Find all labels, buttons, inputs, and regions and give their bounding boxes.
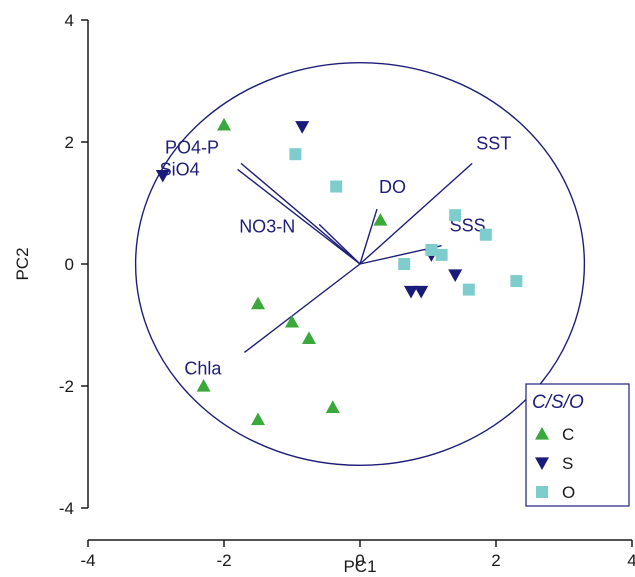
legend-marker-s (535, 457, 549, 470)
vector-label: DO (379, 177, 406, 197)
point-c (217, 117, 231, 131)
vector-label: PO4-P (165, 137, 219, 157)
y-tick-label: 0 (65, 255, 74, 274)
point-c (196, 379, 211, 392)
point-o (330, 180, 343, 193)
vector-po4-p (240, 162, 361, 265)
legend-marker-o (536, 486, 548, 498)
point-o (479, 228, 492, 241)
vector-label: Chla (184, 358, 222, 378)
legend: C/S/O CSO (525, 383, 630, 507)
ticks: -4 -2 0 2 4 -4 -2 0 2 4 (59, 11, 635, 570)
point-o (425, 243, 438, 256)
x-tick-label: 2 (491, 551, 500, 570)
point-o (435, 248, 448, 261)
point-s (414, 285, 429, 299)
point-c (302, 331, 316, 345)
point-o (289, 148, 302, 161)
legend-label: S (562, 454, 573, 473)
vector-chla (243, 263, 361, 354)
x-tick-label: 4 (627, 551, 635, 570)
point-o (398, 258, 411, 270)
point-c (373, 213, 388, 226)
vector-do (359, 208, 378, 265)
x-tick-label: -2 (216, 551, 231, 570)
vector-sst (359, 162, 473, 265)
vector-label: SST (476, 133, 511, 153)
data-points (155, 117, 523, 426)
legend-label: C (562, 425, 574, 444)
legend-marker-c (535, 427, 549, 440)
point-s (404, 285, 418, 299)
point-s (295, 121, 310, 134)
y-tick-label: 2 (65, 133, 74, 152)
point-c (325, 400, 340, 413)
legend-title: C/S/O (532, 392, 584, 413)
point-o (449, 209, 462, 222)
vector-label: NO3-N (239, 216, 295, 236)
x-axis-title: PC1 (343, 557, 376, 576)
point-c (251, 296, 265, 310)
point-s (448, 269, 463, 282)
legend-box (525, 383, 630, 507)
y-axis-title: PC2 (13, 247, 32, 280)
correlation-circle (134, 61, 586, 467)
x-tick-label: -4 (80, 551, 95, 570)
point-s (155, 169, 170, 183)
y-tick-label: -2 (59, 377, 74, 396)
legend-label: O (562, 483, 575, 502)
y-tick-label: 4 (65, 11, 74, 30)
vector-label: SiO4 (160, 159, 200, 179)
point-c (251, 412, 265, 426)
point-o (462, 283, 475, 296)
vector-no3-n (318, 223, 361, 265)
point-o (510, 275, 523, 288)
point-c (285, 314, 299, 328)
x-tick-label: 0 (355, 551, 364, 570)
legend-items: CSO (535, 425, 575, 502)
y-tick-label: -4 (59, 499, 74, 518)
vector-sio4 (237, 168, 361, 265)
